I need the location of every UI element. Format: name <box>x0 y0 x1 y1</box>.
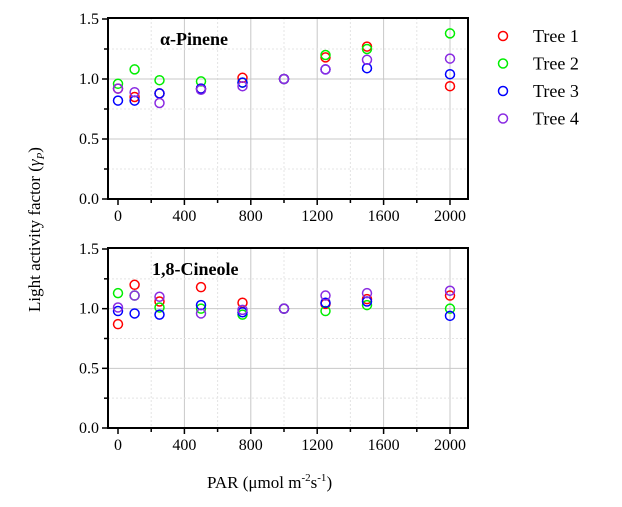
legend-marker <box>497 113 509 124</box>
point-tree-4 <box>237 80 248 92</box>
point-tree-3 <box>154 309 165 320</box>
point-tree-2 <box>112 78 124 90</box>
point-tree-4 <box>195 308 207 319</box>
y-tick-label: 1.5 <box>79 11 99 28</box>
legend-label: Tree 3 <box>533 81 579 101</box>
panel-cineole: 0 400 800 1200 1600 2000 0.0 0.5 1.0 1.5 1,8-Cineo… <box>79 241 469 454</box>
point-tree-4 <box>112 83 124 94</box>
point-tree-4 <box>444 285 456 297</box>
x-tick-label: 1200 <box>301 437 333 454</box>
point-tree-3 <box>237 77 248 88</box>
point-tree-4 <box>112 302 124 313</box>
point-tree-4 <box>237 304 248 316</box>
point-tree-3 <box>154 88 165 99</box>
x-tick-label: 800 <box>239 437 263 454</box>
point-tree-1 <box>195 281 207 293</box>
point-tree-3 <box>444 310 456 322</box>
panel-title: 1,8-Cineole <box>152 259 238 279</box>
legend-label: Tree 2 <box>533 54 579 74</box>
x-tick-label: 400 <box>172 437 196 454</box>
x-tick-label: 0 <box>114 208 122 225</box>
point-tree-2 <box>129 64 140 75</box>
point-tree-2 <box>361 43 373 55</box>
point-tree-2 <box>361 299 373 311</box>
point-tree-3 <box>112 305 124 317</box>
legend-label: Tree 1 <box>533 26 579 46</box>
point-tree-2 <box>195 303 207 314</box>
x-tick-label: 1200 <box>301 208 333 225</box>
y-tick-label: 1.0 <box>79 301 99 318</box>
point-tree-4 <box>361 287 373 299</box>
point-tree-3 <box>320 297 331 308</box>
point-tree-2 <box>154 302 165 313</box>
point-tree-2 <box>444 28 456 39</box>
x-tick-label: 800 <box>239 208 263 225</box>
x-tick-label: 2000 <box>434 437 466 454</box>
point-tree-4 <box>154 97 165 109</box>
y-tick-label: 0.5 <box>79 360 99 377</box>
x-tick-label: 2000 <box>434 208 466 225</box>
point-tree-4 <box>320 64 331 75</box>
y-tick-label: 1.0 <box>79 71 99 88</box>
y-axis-label: Light activity factor (γP) <box>25 147 47 312</box>
point-tree-3 <box>112 95 124 106</box>
y-tick-label: 0.0 <box>79 191 99 208</box>
point-tree-2 <box>444 303 456 314</box>
point-tree-1 <box>112 318 124 330</box>
point-tree-4 <box>278 303 290 314</box>
x-tick-label: 0 <box>114 437 122 454</box>
x-tick-label: 400 <box>172 208 196 225</box>
point-tree-2 <box>112 287 124 299</box>
point-tree-1 <box>444 290 456 301</box>
legend-marker <box>497 30 509 42</box>
point-tree-3 <box>129 308 140 319</box>
point-tree-4 <box>444 53 456 64</box>
point-tree-4 <box>129 290 140 301</box>
y-tick-label: 0.5 <box>79 131 99 148</box>
point-tree-2 <box>320 49 331 61</box>
point-tree-2 <box>154 74 165 86</box>
point-tree-1 <box>444 80 456 92</box>
point-tree-4 <box>129 86 140 98</box>
legend: Tree 1 Tree 2 Tree 3 Tree 4 <box>497 26 579 129</box>
point-tree-1 <box>154 296 165 307</box>
x-axis-label: PAR (μmol m-2s-1) <box>207 472 332 492</box>
point-tree-4 <box>154 291 165 302</box>
legend-marker <box>497 58 509 69</box>
panel-title: α-Pinene <box>160 29 228 49</box>
y-tick-label: 1.5 <box>79 241 99 258</box>
panel-alpha-pinene: 0 400 800 1200 1600 2000 0.0 0.5 1.0 1.5 α-Pinene <box>79 11 469 225</box>
point-tree-4 <box>361 54 373 66</box>
point-tree-3 <box>444 68 456 80</box>
point-tree-4 <box>320 290 331 301</box>
legend-label: Tree 4 <box>533 109 579 129</box>
y-tick-label: 0.0 <box>79 420 99 437</box>
point-tree-1 <box>129 91 140 103</box>
x-tick-label: 1600 <box>368 437 400 454</box>
legend-marker <box>497 85 509 97</box>
point-tree-4 <box>195 84 207 96</box>
x-tick-label: 1600 <box>368 208 400 225</box>
point-tree-4 <box>278 73 290 85</box>
point-tree-1 <box>129 279 140 291</box>
